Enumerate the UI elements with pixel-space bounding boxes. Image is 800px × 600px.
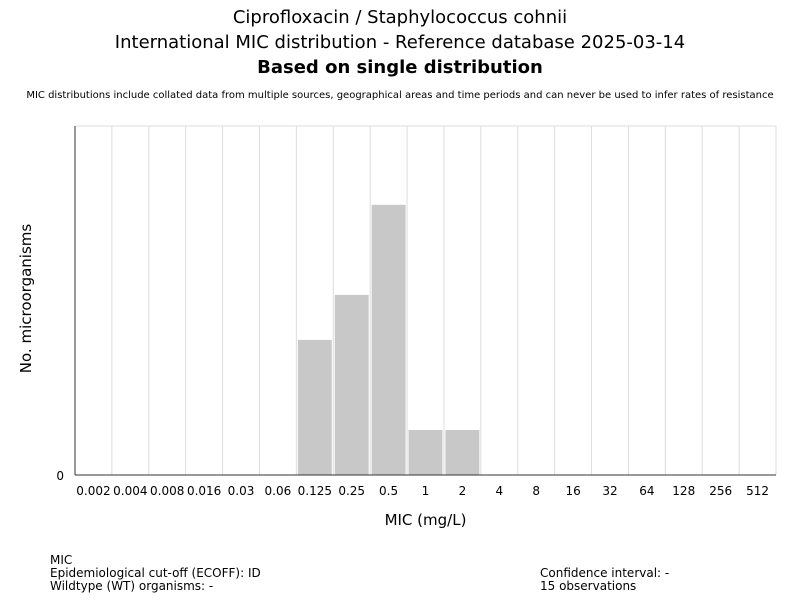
axes <box>74 126 776 476</box>
x-tick-label: 0.06 <box>265 484 292 498</box>
axis-labels: 0.002 0.004 0.008 0.016 0.03 0.06 0.125 0.25 0.5… <box>17 224 769 529</box>
x-tick-label: 32 <box>602 484 617 498</box>
x-tick-label: 0.008 <box>150 484 184 498</box>
x-tick-label: 512 <box>746 484 769 498</box>
y-tick-label: 0 <box>56 469 64 483</box>
wildtype-text: Wildtype (WT) organisms: - <box>50 579 214 593</box>
y-axis-title: No. microorganisms <box>17 224 35 374</box>
mic-label: MIC <box>50 553 73 567</box>
grid-lines <box>75 125 777 475</box>
chart-subtitle: International MIC distribution - Referen… <box>114 32 686 53</box>
x-tick-label: 0.5 <box>379 484 398 498</box>
x-tick-label: 64 <box>639 484 654 498</box>
x-tick-label: 1 <box>422 484 430 498</box>
x-tick-label: 0.002 <box>76 484 110 498</box>
x-tick-label: 0.125 <box>298 484 332 498</box>
x-axis-title: MIC (mg/L) <box>385 511 467 529</box>
chart-title: Ciprofloxacin / Staphylococcus cohnii <box>232 7 568 28</box>
x-tick-label: 0.03 <box>228 484 255 498</box>
observations-count: 15 observations <box>540 579 637 593</box>
mic-histogram-chart: 0.002 0.004 0.008 0.016 0.03 0.06 0.125 0.25 0.5… <box>17 125 777 529</box>
bar-0.25 <box>334 294 369 475</box>
confidence-interval-text: Confidence interval: - <box>540 566 670 580</box>
x-tick-label: 256 <box>709 484 732 498</box>
x-tick-label: 0.016 <box>187 484 221 498</box>
bar-2 <box>445 429 480 475</box>
bar-1 <box>408 429 443 475</box>
x-tick-label: 16 <box>565 484 580 498</box>
bars <box>297 204 480 475</box>
bar-0.5 <box>371 204 406 475</box>
footer-right: Confidence interval: - 15 observations <box>540 567 669 593</box>
chart-distribution-note: Based on single distribution <box>257 57 543 78</box>
bar-0.125 <box>297 339 332 475</box>
x-tick-label: 0.004 <box>113 484 147 498</box>
x-tick-label: 0.25 <box>338 484 365 498</box>
footer-left: MIC Epidemiological cut-off (ECOFF): ID … <box>50 554 261 593</box>
disclaimer-text: MIC distributions include collated data … <box>26 90 774 101</box>
x-tick-label: 8 <box>532 484 540 498</box>
x-tick-label: 4 <box>495 484 503 498</box>
ecoff-text: Epidemiological cut-off (ECOFF): ID <box>50 566 261 580</box>
x-tick-label: 2 <box>459 484 467 498</box>
x-tick-label: 128 <box>672 484 695 498</box>
